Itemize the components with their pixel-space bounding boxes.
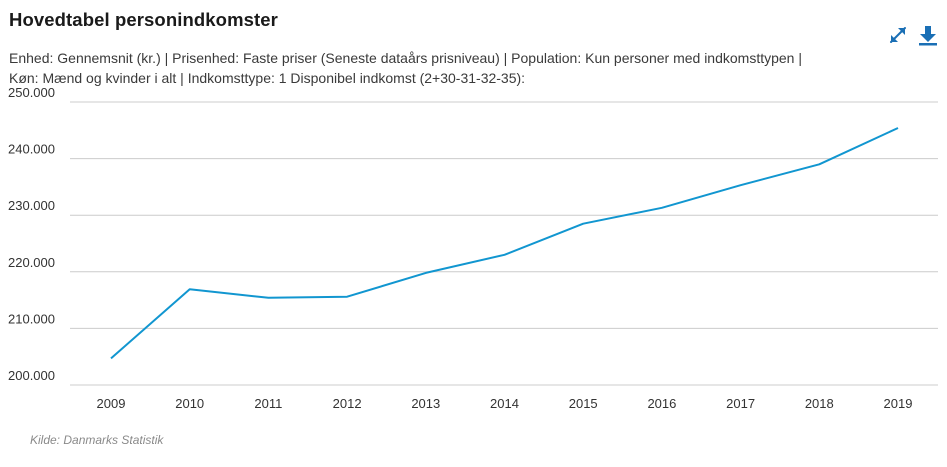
y-tick-label: 200.000 [8,368,55,383]
x-tick-label: 2014 [490,396,519,411]
line-chart: 200.000 210.000 220.000 230.000 240.000 250.0… [8,85,938,411]
data-point[interactable] [577,218,589,230]
series-line [110,127,899,360]
data-point[interactable] [813,158,825,170]
y-tick-label: 250.000 [8,85,55,100]
subtitle-line-2: Køn: Mænd og kvinder i alt | Indkomsttyp… [9,70,526,86]
data-point[interactable] [184,283,196,295]
x-tick-label: 2013 [411,396,440,411]
chart-subtitle: Enhed: Gennemsnit (kr.) | Prisenhed: Fas… [9,48,889,88]
x-axis-ticks: 2009 2010 2011 2012 2013 2014 2015 2016 2017 2018… [97,396,913,411]
data-point[interactable] [735,179,747,191]
y-tick-label: 220.000 [8,255,55,270]
x-tick-label: 2019 [884,396,913,411]
x-tick-label: 2011 [254,396,282,411]
x-tick-label: 2012 [333,396,362,411]
data-point[interactable] [105,352,117,364]
x-tick-label: 2018 [805,396,834,411]
chart-toolbar [887,24,939,46]
data-point[interactable] [892,122,904,134]
data-point[interactable] [420,267,432,279]
expand-icon [890,27,906,43]
source-note: Kilde: Danmarks Statistik [30,433,164,447]
x-tick-label: 2009 [97,396,126,411]
y-tick-label: 210.000 [8,311,55,326]
series-group [105,122,904,364]
data-point[interactable] [262,292,274,304]
x-tick-label: 2010 [175,396,204,411]
x-tick-label: 2015 [569,396,598,411]
download-icon [919,26,937,46]
x-tick-label: 2016 [647,396,676,411]
chart-title: Hovedtabel personindkomster [9,9,278,30]
data-point[interactable] [341,291,353,303]
download-button[interactable] [917,24,939,46]
data-point[interactable] [656,202,668,214]
y-axis-ticks: 200.000 210.000 220.000 230.000 240.000 250.0… [8,85,55,383]
x-tick-label: 2017 [726,396,755,411]
subtitle-line-1: Enhed: Gennemsnit (kr.) | Prisenhed: Fas… [9,50,802,66]
y-tick-label: 240.000 [8,142,55,157]
y-tick-label: 230.000 [8,198,55,213]
grid-lines [70,101,938,386]
data-point[interactable] [499,249,511,261]
expand-button[interactable] [887,24,909,46]
